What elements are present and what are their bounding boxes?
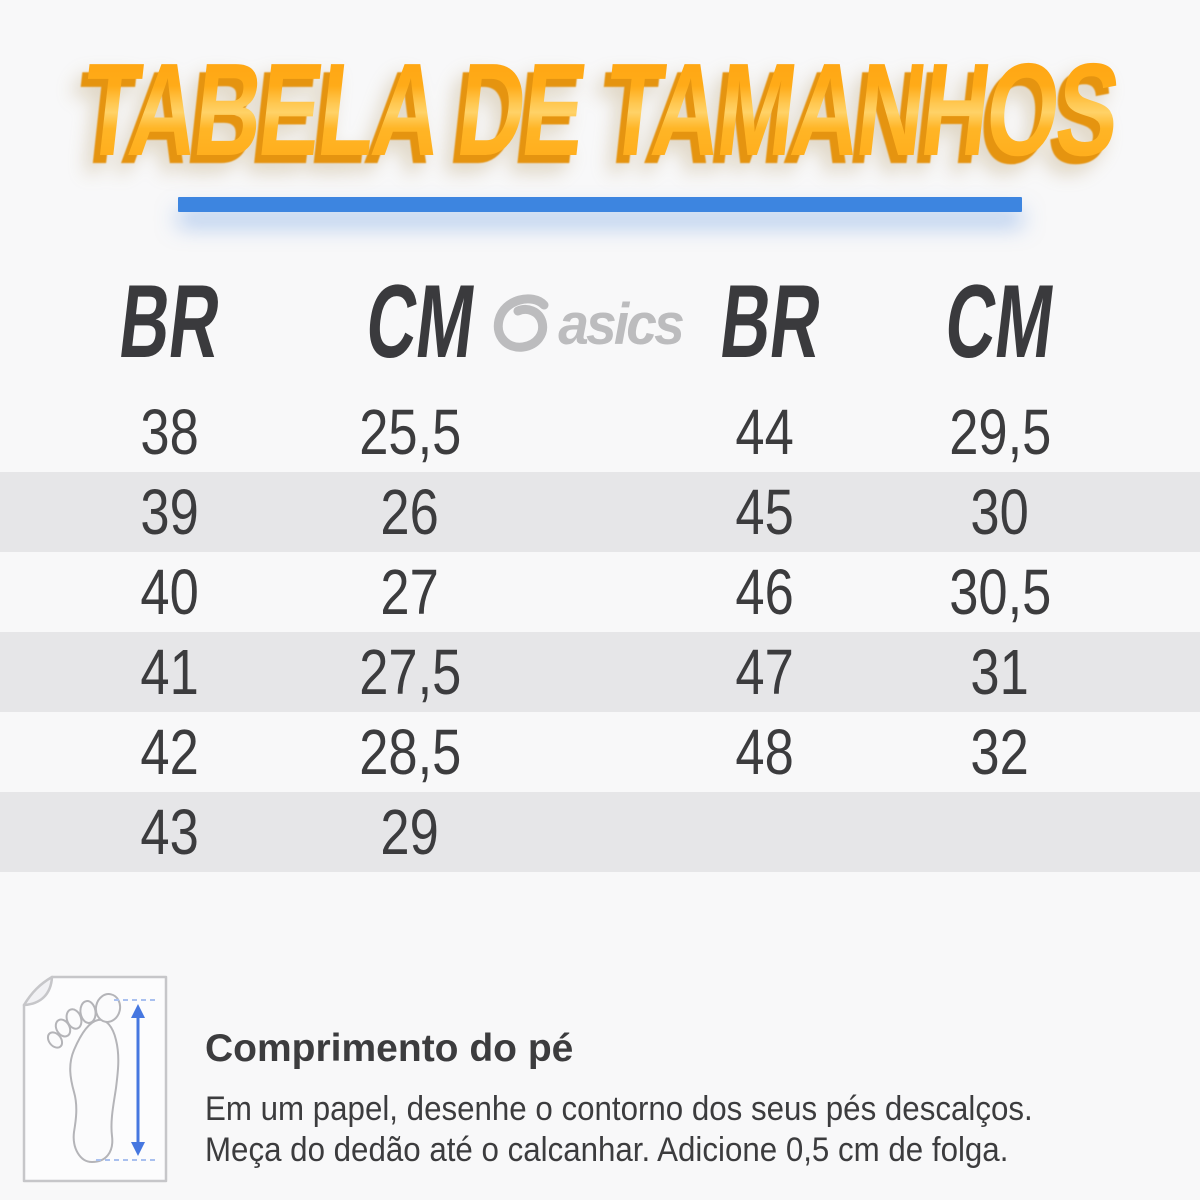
measure-instructions: Comprimento do pé Em um papel, desenhe o…	[205, 1027, 1165, 1171]
cell-br-right: 44	[735, 396, 795, 468]
table-header-row: BR CM asics BR CM	[0, 252, 1200, 392]
cell-br-left: 38	[140, 396, 200, 468]
table-row: 41 27,5 47 31	[0, 632, 1200, 712]
cell-cm-left: 29	[380, 796, 440, 868]
cell-br-left: 39	[140, 476, 200, 548]
title-underline-bar	[178, 197, 1022, 212]
page-title-front: TABELA DE TAMANHOS	[75, 36, 1125, 183]
cell-cm-right: 32	[970, 716, 1030, 788]
cell-cm-left: 28,5	[358, 716, 462, 788]
measure-instructions-body: Em um papel, desenhe o contorno dos seus…	[205, 1089, 1165, 1171]
cell-cm-left: 27,5	[358, 636, 462, 708]
column-header-cm-left: CM	[360, 264, 482, 380]
table-row: 39 26 45 30	[0, 472, 1200, 552]
size-table: BR CM asics BR CM 38 25,5 44 29,5 39 26	[0, 252, 1200, 872]
table-row: 38 25,5 44 29,5	[0, 392, 1200, 472]
table-row: 40 27 46 30,5	[0, 552, 1200, 632]
measure-instructions-line1: Em um papel, desenhe o contorno dos seus…	[205, 1089, 1033, 1128]
measure-instructions-heading: Comprimento do pé	[205, 1027, 574, 1070]
cell-cm-right: 30	[970, 476, 1030, 548]
cell-br-right	[696, 800, 834, 864]
cell-br-left: 43	[140, 796, 200, 868]
page-title-text: TABELA DE TAMANHOS TABELA DE TAMANHOS	[68, 30, 1125, 191]
foot-measure-icon	[22, 975, 168, 1183]
asics-logo-text: asics	[558, 292, 685, 357]
cell-br-left: 40	[140, 556, 200, 628]
cell-br-left: 41	[140, 636, 200, 708]
column-header-cm-right: CM	[939, 264, 1061, 380]
cell-cm-left: 27	[380, 556, 440, 628]
asics-logo-mark-icon	[493, 294, 549, 352]
table-row: 42 28,5 48 32	[0, 712, 1200, 792]
column-header-br-right: BR	[714, 264, 828, 380]
cell-br-right: 46	[735, 556, 795, 628]
cell-br-right: 47	[735, 636, 795, 708]
cell-br-right: 48	[735, 716, 795, 788]
cell-cm-right	[834, 800, 1166, 864]
measure-instructions-line2: Meça do dedão até o calcanhar. Adicione …	[205, 1130, 1009, 1169]
cell-cm-right: 29,5	[948, 396, 1052, 468]
cell-cm-left: 25,5	[358, 396, 462, 468]
table-row: 43 29	[0, 792, 1200, 872]
asics-logo: asics	[480, 290, 696, 354]
column-header-br-left: BR	[113, 264, 227, 380]
cell-cm-right: 31	[970, 636, 1030, 708]
cell-br-left: 42	[140, 716, 200, 788]
cell-cm-left: 26	[380, 476, 440, 548]
cell-br-right: 45	[735, 476, 795, 548]
cell-cm-right: 30,5	[948, 556, 1052, 628]
page-title: TABELA DE TAMANHOS TABELA DE TAMANHOS	[0, 30, 1200, 191]
